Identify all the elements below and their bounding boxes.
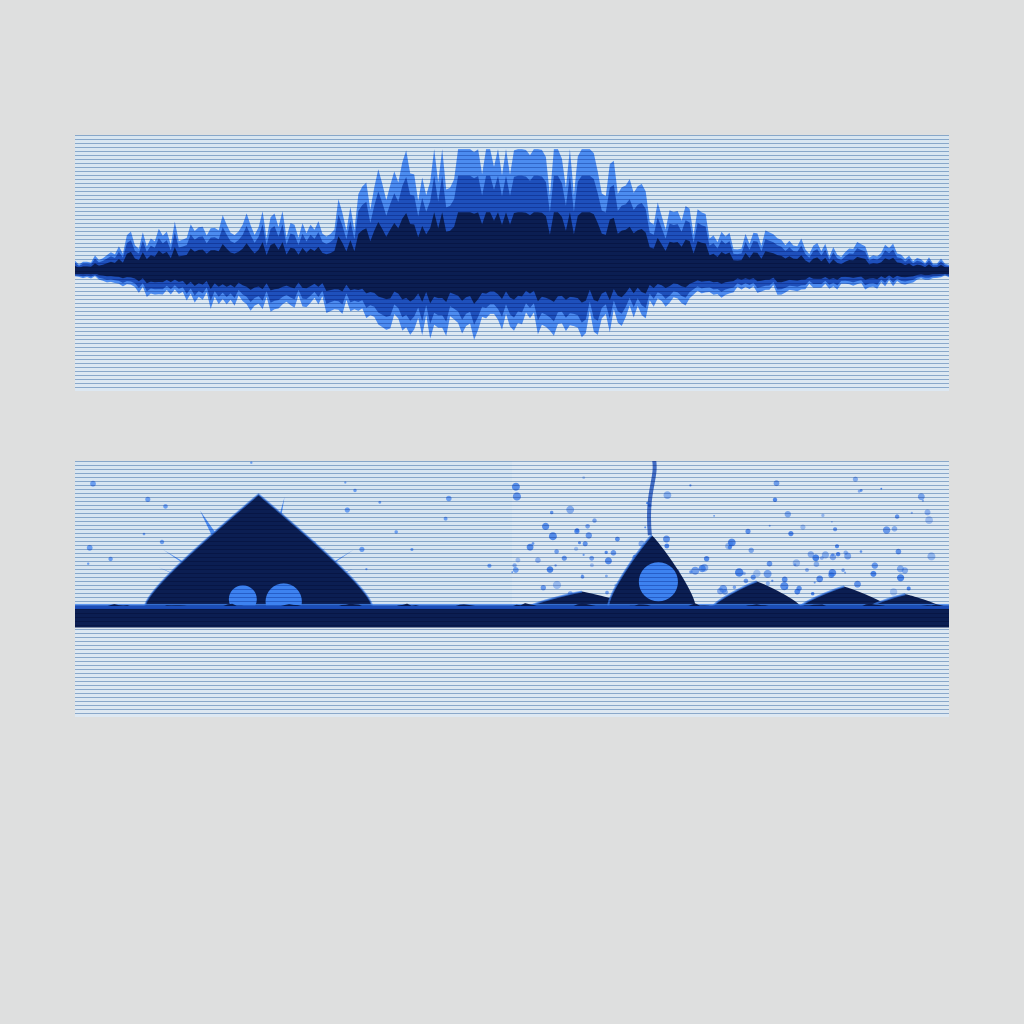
waveform-panel	[75, 135, 949, 391]
splash-svg	[75, 461, 949, 717]
waveform-svg	[75, 135, 949, 391]
splash-panel	[75, 461, 949, 717]
